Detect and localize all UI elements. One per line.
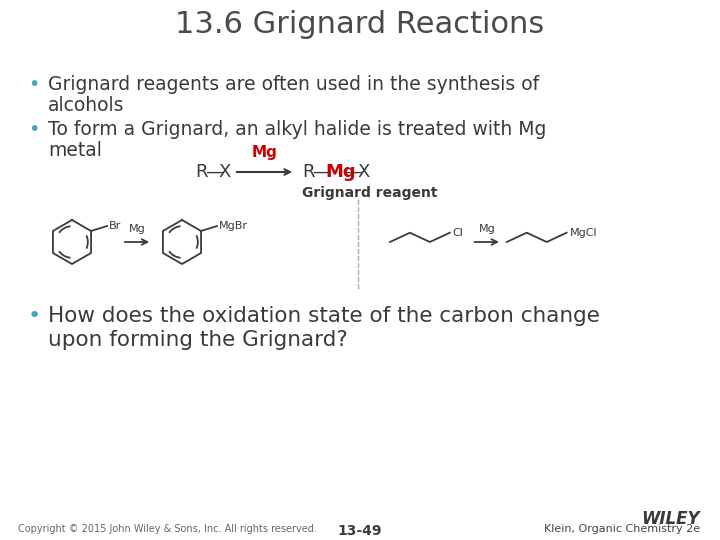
Text: •: • [28, 120, 40, 139]
Text: —: — [344, 163, 362, 181]
Text: •: • [28, 75, 40, 94]
Text: R: R [195, 163, 207, 181]
Text: Br: Br [109, 221, 121, 231]
Text: •: • [28, 306, 41, 326]
Text: Mg: Mg [325, 163, 356, 181]
Text: Cl: Cl [453, 228, 464, 238]
Text: metal: metal [48, 141, 102, 160]
Text: 13.6 Grignard Reactions: 13.6 Grignard Reactions [176, 10, 544, 39]
Text: alcohols: alcohols [48, 96, 125, 115]
Text: Mg: Mg [479, 224, 495, 234]
Text: To form a Grignard, an alkyl halide is treated with Mg: To form a Grignard, an alkyl halide is t… [48, 120, 546, 139]
Text: Klein, Organic Chemistry 2e: Klein, Organic Chemistry 2e [544, 524, 700, 534]
Text: Mg: Mg [251, 145, 277, 160]
Text: 13-49: 13-49 [338, 524, 382, 538]
Text: How does the oxidation state of the carbon change: How does the oxidation state of the carb… [48, 306, 600, 326]
Text: —: — [205, 163, 223, 181]
Text: Mg: Mg [129, 224, 145, 234]
Text: MgBr: MgBr [219, 221, 248, 231]
Text: X: X [357, 163, 369, 181]
Text: X: X [218, 163, 230, 181]
Text: MgCl: MgCl [570, 228, 598, 238]
Text: Grignard reagents are often used in the synthesis of: Grignard reagents are often used in the … [48, 75, 539, 94]
Text: —: — [312, 163, 330, 181]
Text: upon forming the Grignard?: upon forming the Grignard? [48, 330, 348, 350]
Text: Copyright © 2015 John Wiley & Sons, Inc. All rights reserved.: Copyright © 2015 John Wiley & Sons, Inc.… [18, 524, 317, 534]
Text: WILEY: WILEY [642, 510, 700, 528]
Text: Grignard reagent: Grignard reagent [302, 186, 438, 200]
Text: R: R [302, 163, 315, 181]
